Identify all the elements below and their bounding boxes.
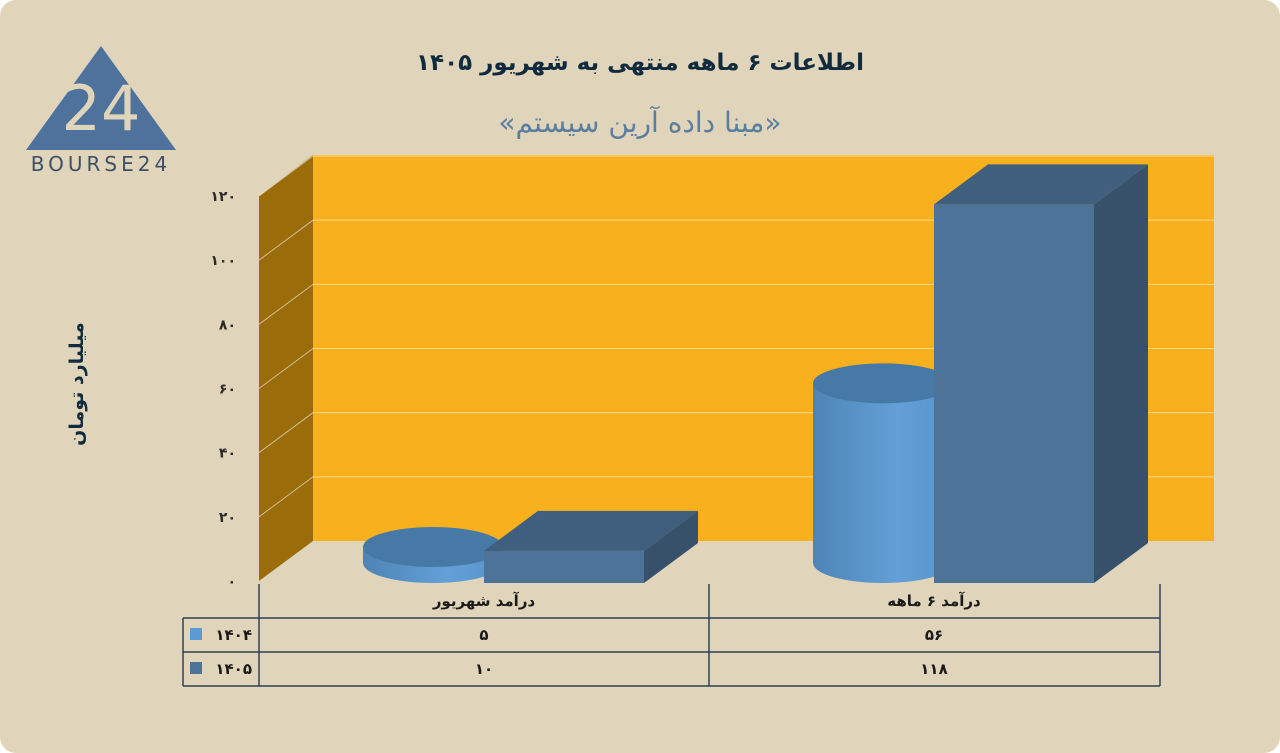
y-tick-label: ۸۰ (219, 317, 236, 333)
gridline (258, 219, 1214, 261)
cylinder-top (813, 363, 953, 404)
data-cell: ۱۱۸ (920, 660, 947, 678)
y-tick-label: ۲۰ (219, 510, 236, 526)
bar-1-series-1 (934, 164, 1148, 583)
box-top (934, 164, 1148, 205)
gridline (258, 348, 1214, 389)
data-cell: ۵ (479, 626, 488, 644)
category-label: درآمد شهریور (432, 592, 536, 610)
y-tick-label: ۱۰۰ (210, 253, 236, 269)
legend-swatch-1 (190, 662, 202, 674)
gridline (258, 283, 1214, 325)
gridline (258, 155, 1214, 197)
bar-0-series-1 (484, 510, 698, 583)
cylinder-top (363, 526, 503, 567)
logo-text: BOURSE24 (30, 152, 172, 176)
logo-glyph: 24 (62, 72, 141, 145)
bar-0-series-0 (363, 526, 503, 583)
y-tick-label: ۰ (227, 574, 236, 590)
bourse24-logo: 24 (26, 46, 176, 150)
cylinder-body (813, 383, 953, 583)
box-side (1094, 164, 1148, 583)
y-tick-label: ۱۲۰ (210, 189, 236, 205)
box-front (934, 204, 1094, 583)
legend-swatch-0 (190, 628, 202, 640)
box-top (484, 510, 698, 551)
legend-label-1: ۱۴۰۵ (215, 660, 252, 678)
y-tick-label: ۴۰ (219, 446, 236, 462)
chart-subtitle: «مبنا داده آرین سیستم» (498, 106, 782, 139)
bar-1-series-0 (813, 363, 953, 583)
chart-title: اطلاعات ۶ ماهه منتهی به شهریور ۱۴۰۵ (416, 50, 864, 76)
data-cell: ۱۰ (475, 660, 493, 678)
y-tick-label: ۶۰ (219, 382, 236, 398)
box-front (484, 550, 644, 583)
category-label: درآمد ۶ ماهه (887, 592, 981, 610)
legend-label-0: ۱۴۰۴ (215, 626, 252, 644)
box-side (644, 510, 698, 583)
data-cell: ۵۶ (925, 626, 943, 644)
